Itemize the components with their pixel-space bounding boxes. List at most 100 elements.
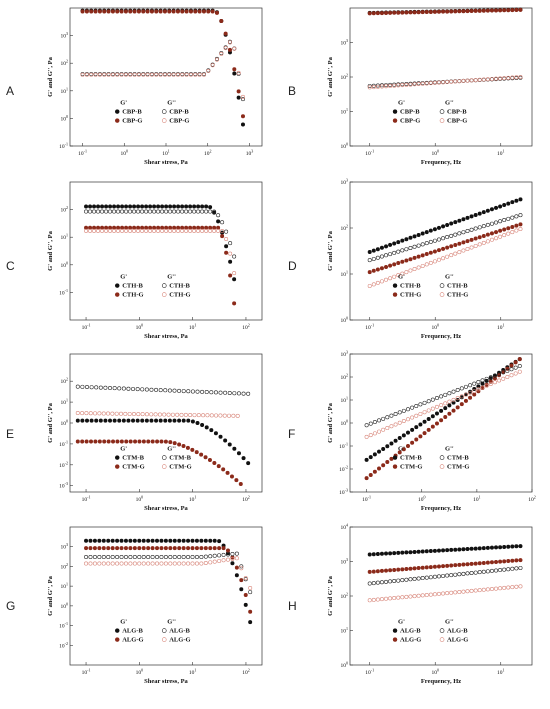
data-point-ALG-G-storage (186, 546, 191, 551)
x-tick-label: 10-1 (365, 668, 374, 677)
data-point-CBP-B-storage (240, 122, 245, 127)
data-point-CBP-B-loss (392, 82, 397, 87)
data-point-CTM-G-loss (397, 420, 402, 425)
data-point-CBP-G-loss (494, 76, 499, 81)
y-tick-label: 103 (341, 178, 349, 187)
data-point-CTM-B-storage (377, 449, 382, 454)
legend-entry: CBP-B (169, 109, 189, 116)
data-point-CBP-G-loss (132, 72, 137, 77)
data-point-CTM-B-storage (246, 461, 251, 466)
data-point-CBP-G-loss (461, 78, 466, 83)
data-point-CTH-B-storage (144, 204, 149, 209)
data-point-CTH-B-loss (388, 252, 393, 257)
legend-entry: ALG-B (447, 628, 468, 635)
data-point-CTH-G-storage (184, 225, 189, 230)
data-point-CTH-G-loss (436, 257, 441, 262)
data-point-CTH-G-storage (367, 270, 372, 275)
data-point-ALG-B-loss (239, 564, 244, 569)
data-point-ALG-G-loss (485, 587, 490, 592)
data-point-CTM-B-storage (389, 441, 394, 446)
data-point-ALG-B-loss (212, 553, 217, 558)
data-point-CTM-G-loss (509, 373, 514, 378)
data-point-CTH-G-loss (400, 271, 405, 276)
y-tick-label: 10-2 (339, 465, 348, 474)
data-point-ALG-G-storage (106, 546, 111, 551)
data-point-CTM-B-loss (246, 391, 251, 396)
data-point-CTM-G-storage (238, 482, 243, 487)
data-point-CBP-G-storage (518, 7, 523, 12)
data-point-ALG-G-loss (481, 587, 486, 592)
data-point-ALG-B-loss (194, 555, 199, 560)
y-axis-label: G' and G'', Pa (327, 230, 334, 270)
data-point-ALG-G-storage (181, 546, 186, 551)
panel-label: A (6, 84, 14, 98)
data-point-CTH-B-storage (436, 225, 441, 230)
data-point-CTM-G-loss (157, 412, 162, 417)
data-point-CTM-B-loss (177, 388, 182, 393)
data-point-CTM-G-loss (426, 408, 431, 413)
data-point-CTH-G-loss (140, 228, 145, 233)
data-point-CTH-G-loss (469, 245, 474, 250)
data-point-CTH-G-storage (148, 225, 153, 230)
legend-marker-storage (114, 118, 120, 123)
data-point-CTH-G-storage (108, 225, 113, 230)
data-point-ALG-B-storage (510, 544, 515, 549)
data-point-CBP-G-storage (453, 9, 458, 14)
data-point-ALG-B-storage (392, 551, 397, 556)
data-point-CTH-B-storage (396, 240, 401, 245)
data-point-ALG-B-storage (159, 538, 164, 543)
data-point-CTM-G-storage (497, 373, 502, 378)
y-axis-label: G' and G'', Pa (327, 575, 334, 615)
data-point-ALG-B-loss (163, 555, 168, 560)
data-point-CTM-G-loss (414, 413, 419, 418)
data-point-ALG-G-storage (510, 558, 515, 563)
data-point-CBP-G-storage (461, 9, 466, 14)
data-point-CTH-G-storage (172, 225, 177, 230)
data-point-CTH-G-storage (192, 225, 197, 230)
data-point-CBP-G-loss (210, 63, 215, 68)
data-point-CBP-G-loss (404, 82, 409, 87)
data-point-CTM-G-storage (97, 439, 102, 444)
data-point-CTM-B-loss (517, 364, 522, 369)
data-point-CTH-G-storage (100, 225, 105, 230)
data-point-CTM-G-loss (381, 427, 386, 432)
data-point-CTH-B-loss (510, 215, 515, 220)
data-point-ALG-B-loss (217, 553, 222, 558)
data-point-CTH-G-loss (408, 268, 413, 273)
legend-entry: ALG-B (169, 628, 190, 635)
data-point-CBP-G-storage (219, 18, 224, 23)
data-point-CTH-G-loss (502, 233, 507, 238)
data-point-CBP-G-storage (404, 10, 409, 15)
y-tick-label: 100 (61, 419, 69, 428)
data-point-ALG-G-storage (123, 546, 128, 551)
data-point-CTH-B-loss (228, 241, 233, 246)
data-point-CTM-B-storage (414, 425, 419, 430)
data-point-CBP-G-loss (502, 76, 507, 81)
data-point-CBP-G-storage (379, 11, 384, 16)
data-point-CTH-G-storage (128, 225, 133, 230)
data-point-ALG-B-loss (208, 554, 213, 559)
data-point-CTH-G-loss (176, 228, 181, 233)
data-point-CTH-G-storage (436, 248, 441, 253)
legend-marker-loss (439, 292, 445, 297)
data-point-CTH-G-storage (453, 243, 458, 248)
x-tick-label: 100 (121, 149, 129, 158)
data-point-CTH-B-loss (220, 220, 225, 225)
data-point-ALG-G-storage (481, 560, 486, 565)
data-point-CBP-G-loss (416, 82, 421, 87)
data-point-CTM-B-loss (181, 389, 186, 394)
data-point-CTM-B-loss (126, 386, 131, 391)
data-point-CTH-B-loss (506, 216, 511, 221)
data-point-CTH-G-storage (445, 245, 450, 250)
data-point-CTM-B-loss (200, 389, 205, 394)
data-point-ALG-G-storage (150, 546, 155, 551)
y-tick-label: 10-2 (59, 641, 68, 650)
data-point-CTH-B-loss (502, 218, 507, 223)
data-point-ALG-G-storage (412, 566, 417, 571)
data-point-CTH-G-loss (518, 227, 523, 232)
data-point-CTH-G-storage (400, 259, 405, 264)
data-point-CTM-B-storage (144, 418, 149, 423)
data-point-CTH-B-storage (445, 222, 450, 227)
data-point-CTH-B-storage (136, 204, 141, 209)
data-point-ALG-B-loss (506, 567, 511, 572)
